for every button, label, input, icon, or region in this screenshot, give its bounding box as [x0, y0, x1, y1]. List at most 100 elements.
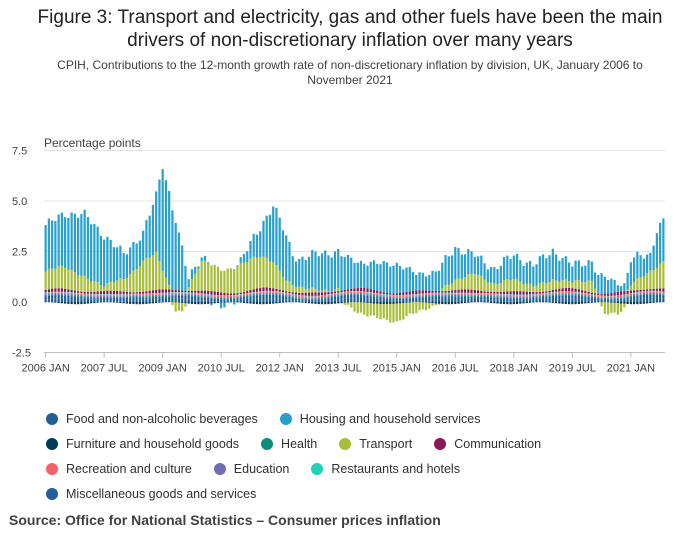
legend-item-food[interactable]: Food and non-alcoholic beverages: [46, 412, 258, 426]
bar-segment: [577, 260, 580, 281]
bar-segment: [369, 292, 372, 293]
bar-segment: [499, 296, 502, 298]
bar-segment: [161, 294, 164, 296]
bar-segment: [525, 294, 528, 296]
bar-segment: [571, 293, 574, 295]
bar-segment: [294, 261, 298, 288]
bar-segment: [145, 295, 148, 297]
bar-segment: [272, 292, 275, 294]
legend-item-furniture[interactable]: Furniture and household goods: [46, 437, 239, 451]
bar-segment: [515, 294, 519, 296]
bar-segment: [187, 295, 190, 297]
bar-segment: [311, 287, 314, 293]
bar-segment: [395, 295, 398, 297]
bar-segment: [337, 294, 340, 296]
bar-segment: [499, 265, 502, 284]
bar-segment: [158, 294, 161, 296]
bar-segment: [109, 290, 112, 295]
bar-segment: [67, 217, 70, 270]
legend-item-miscellaneous[interactable]: Miscellaneous goods and services: [46, 487, 256, 501]
legend-item-restaurants[interactable]: Restaurants and hotels: [311, 462, 460, 476]
chart-title: Figure 3: Transport and electricity, gas…: [0, 6, 700, 52]
bar-segment: [587, 300, 590, 302]
bar-segment: [633, 296, 636, 300]
bar-segment: [486, 296, 489, 298]
bar-segment: [220, 299, 223, 302]
bar-segment: [187, 296, 190, 300]
legend-item-health[interactable]: Health: [261, 437, 317, 451]
bar-segment: [376, 263, 379, 291]
bar-segment: [626, 290, 629, 294]
bar-segment: [444, 255, 447, 286]
bar-segment: [109, 297, 112, 301]
bar-segment: [564, 302, 567, 305]
bar-segment: [119, 297, 122, 302]
bar-segment: [278, 295, 281, 299]
bar-segment: [327, 296, 330, 298]
bar-segment: [262, 256, 265, 288]
bar-segment: [171, 292, 174, 293]
bar-segment: [64, 302, 67, 304]
legend-item-housing[interactable]: Housing and household services: [279, 412, 480, 426]
bar-segment: [567, 262, 571, 282]
legend-item-communication[interactable]: Communication: [434, 437, 541, 451]
bar-segment: [268, 290, 272, 292]
bar-segment: [327, 292, 330, 295]
bar-segment: [67, 297, 70, 302]
bar-segment: [138, 294, 142, 296]
bar-segment: [187, 290, 190, 293]
bar-segment: [86, 294, 89, 296]
legend-item-education[interactable]: Education: [213, 462, 289, 476]
bar-segment: [155, 295, 158, 297]
bar-segment: [142, 297, 145, 300]
bar-segment: [70, 297, 73, 302]
bar-segment: [229, 293, 233, 296]
bar-segment: [626, 272, 629, 290]
legend-item-recreation[interactable]: Recreation and culture: [46, 462, 192, 476]
bar-segment: [431, 302, 434, 304]
bar-segment: [70, 295, 73, 297]
bar-segment: [210, 291, 213, 295]
bar-segment: [437, 294, 441, 296]
bar-segment: [428, 295, 431, 297]
bar-segment: [70, 294, 73, 296]
bar-segment: [567, 291, 571, 294]
bar-segment: [454, 290, 457, 293]
bar-segment: [177, 232, 181, 291]
legend-item-transport[interactable]: Transport: [339, 437, 412, 451]
bar-segment: [307, 301, 311, 302]
bar-segment: [535, 297, 538, 300]
bar-segment: [327, 300, 330, 302]
bar-segment: [353, 288, 356, 291]
bar-segment: [200, 300, 203, 302]
bar-segment: [135, 243, 138, 270]
bar-segment: [70, 289, 73, 293]
bar-segment: [359, 260, 363, 288]
bar-segment: [246, 296, 249, 299]
bar-segment: [509, 301, 512, 302]
bar-segment: [460, 297, 463, 302]
bar-segment: [558, 291, 561, 293]
bar-segment: [83, 298, 86, 302]
bar-segment: [106, 295, 109, 297]
bar-segment: [620, 296, 623, 298]
bar-segment: [314, 295, 317, 297]
bar-segment: [398, 302, 402, 304]
bar-segment: [512, 294, 515, 296]
bar-segment: [620, 295, 623, 297]
bar-segment: [571, 266, 574, 283]
bar-segment: [496, 296, 499, 298]
bar-segment: [457, 294, 460, 296]
bar-segment: [509, 296, 512, 298]
bar-segment: [366, 292, 369, 294]
bar-segment: [428, 294, 431, 296]
x-tick-label: 2018 JAN: [490, 363, 538, 375]
bar-segment: [122, 293, 125, 295]
bar-segment: [116, 294, 119, 296]
bar-segment: [203, 293, 207, 295]
bar-segment: [77, 298, 80, 302]
bar-segment: [607, 293, 610, 296]
bar-segment: [298, 294, 301, 296]
bar-segment: [99, 291, 102, 295]
bar-segment: [405, 298, 408, 302]
